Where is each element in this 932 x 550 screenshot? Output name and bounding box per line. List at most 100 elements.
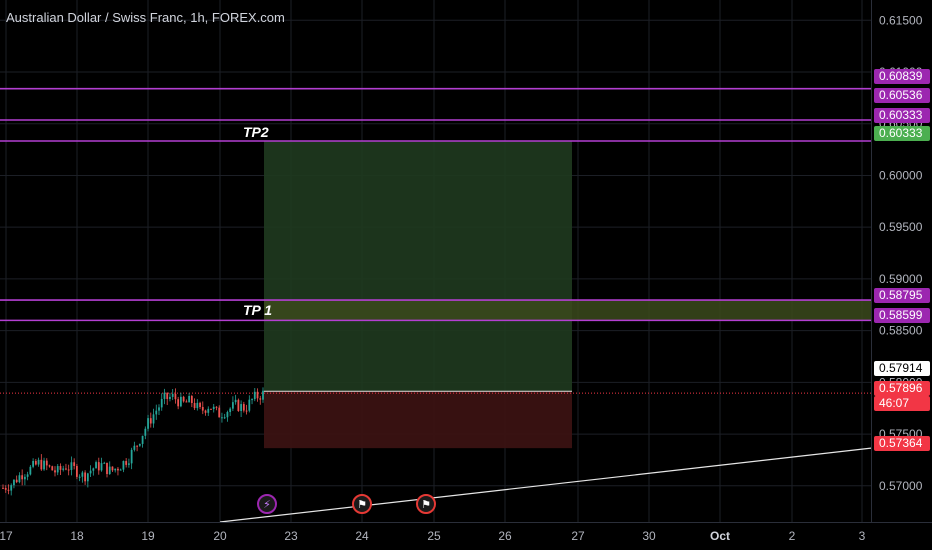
price-badge: 0.60333 xyxy=(874,126,930,141)
candle-body xyxy=(169,396,171,399)
price-axis-divider xyxy=(871,0,872,522)
candle-body xyxy=(89,470,92,474)
candle-body xyxy=(65,468,67,470)
candle-body xyxy=(201,406,204,411)
candle-body xyxy=(160,398,163,408)
candle-body xyxy=(242,404,245,411)
price-badge: 0.58795 xyxy=(874,288,930,303)
trendline xyxy=(219,447,872,523)
candle-body xyxy=(177,399,180,407)
candle-body xyxy=(248,399,251,411)
price-badge: 0.57914 xyxy=(874,361,930,376)
candle-body xyxy=(67,469,70,471)
candle-body xyxy=(45,460,48,466)
candle-body xyxy=(21,475,24,480)
x-tick-label: 23 xyxy=(284,529,298,543)
candle-body xyxy=(18,475,21,483)
price-badge: 0.57364 xyxy=(874,436,930,451)
candle-body xyxy=(190,396,193,403)
candle-body xyxy=(4,487,7,490)
candle-body xyxy=(144,428,147,436)
candle-body xyxy=(70,462,73,471)
candle-body xyxy=(122,461,125,470)
candle-body xyxy=(29,466,32,475)
candle-body xyxy=(111,466,114,471)
x-tick-label: 2 xyxy=(789,529,796,543)
candle-body xyxy=(147,418,149,429)
candle-body xyxy=(84,472,87,482)
x-tick-label: 26 xyxy=(498,529,512,543)
candle-body xyxy=(78,476,81,478)
candle-body xyxy=(106,462,108,475)
candle-body xyxy=(75,465,78,477)
candle-body xyxy=(103,462,106,464)
candle-body xyxy=(193,402,196,409)
x-tick-label: 24 xyxy=(355,529,369,543)
candle-body xyxy=(155,410,158,415)
candle-body xyxy=(10,485,13,491)
y-tick-label: 0.59500 xyxy=(879,220,923,234)
y-tick-label: 0.60000 xyxy=(879,168,923,182)
candle-body xyxy=(13,479,15,486)
candle-body xyxy=(185,401,188,403)
candle-body xyxy=(15,479,18,483)
chart-title: Australian Dollar / Swiss Franc, 1h, FOR… xyxy=(6,10,285,25)
tp2-label: TP2 xyxy=(243,124,269,140)
candle-body xyxy=(100,463,103,471)
x-tick-label: 3 xyxy=(859,529,866,543)
candle-body xyxy=(127,463,130,465)
y-tick-label: 0.57000 xyxy=(879,479,923,493)
candle-body xyxy=(40,459,43,470)
candle-body xyxy=(56,466,59,473)
price-badge: 0.58599 xyxy=(874,308,930,323)
x-tick-label: 30 xyxy=(642,529,656,543)
candle-body xyxy=(253,391,256,400)
candle-body xyxy=(229,408,232,413)
candle-body xyxy=(32,460,35,467)
price-badge: 0.57896 xyxy=(874,381,930,396)
candle-body xyxy=(26,474,29,477)
candle-body xyxy=(92,468,95,471)
candle-body xyxy=(179,396,182,407)
candle-body xyxy=(231,402,234,409)
time-axis-divider xyxy=(0,522,932,523)
candle-body xyxy=(215,406,218,408)
candle-body xyxy=(240,404,243,412)
candle-body xyxy=(130,449,133,464)
candle-body xyxy=(182,396,185,402)
target-zone xyxy=(264,141,572,392)
candle-body xyxy=(51,466,54,471)
tp1-label: TP 1 xyxy=(243,302,272,318)
candle-body xyxy=(196,402,199,409)
y-tick-label: 0.58500 xyxy=(879,324,923,338)
y-tick-label: 0.59000 xyxy=(879,272,923,286)
x-tick-label: 19 xyxy=(141,529,155,543)
candle-body xyxy=(221,417,223,419)
candle-body xyxy=(133,445,136,450)
candle-body xyxy=(234,399,237,403)
candle-body xyxy=(262,390,264,400)
candle-body xyxy=(59,466,62,470)
candle-body xyxy=(7,489,10,491)
candle-body xyxy=(212,406,215,410)
lightning-icon xyxy=(257,494,277,514)
candle-body xyxy=(171,393,174,397)
candle-body xyxy=(237,399,240,412)
candle-body xyxy=(136,445,139,447)
candle-body xyxy=(73,462,76,466)
candle-body xyxy=(37,459,40,465)
candle-body xyxy=(174,393,177,400)
candle-body xyxy=(117,468,119,471)
candle-body xyxy=(158,407,160,411)
candle-body xyxy=(226,412,229,418)
countdown-badge: 46:07 xyxy=(874,396,930,411)
candle-body xyxy=(256,391,259,399)
x-tick-label: 25 xyxy=(427,529,441,543)
price-badge: 0.60839 xyxy=(874,69,930,84)
candle-body xyxy=(138,443,141,446)
x-tick-label: 27 xyxy=(571,529,585,543)
candle-body xyxy=(259,398,262,400)
candle-body xyxy=(125,461,128,465)
candle-body xyxy=(62,468,65,470)
